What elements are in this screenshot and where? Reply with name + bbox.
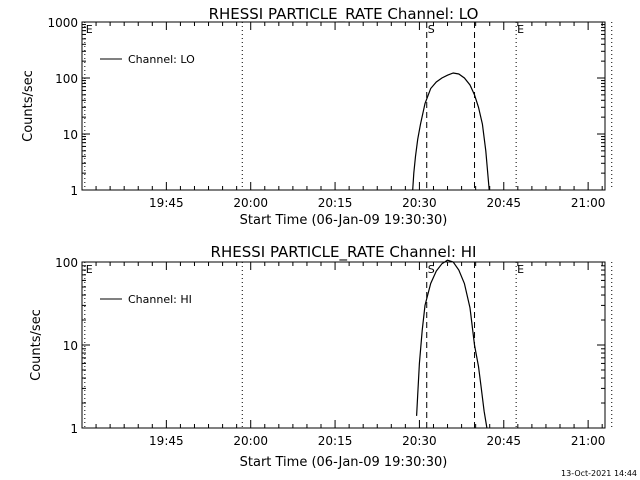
y-axis-label: Counts/sec [29, 309, 44, 381]
x-tick-label: 21:00 [571, 434, 606, 448]
y-tick-label: 1 [70, 422, 78, 436]
event-marker-label: S [428, 23, 435, 36]
legend-label: Channel: HI [128, 293, 192, 306]
y-tick-label: 10 [63, 128, 78, 142]
hi-channel-panel: RHESSI PARTICLE_RATE Channel: HI 1 10 100 19… [29, 243, 613, 470]
y-axis-label: Counts/sec [21, 70, 36, 142]
y-tick-label: 100 [55, 256, 78, 270]
event-marker-label: E [86, 23, 93, 36]
legend-label: Channel: LO [128, 53, 195, 66]
x-tick-label: 20:00 [233, 196, 268, 210]
x-tick-label: 20:30 [402, 196, 437, 210]
x-tick-label: 20:00 [233, 434, 268, 448]
event-marker-label: E [86, 263, 93, 276]
particle-rate-curve [416, 259, 488, 429]
y-tick-label: 1000 [47, 16, 78, 30]
plot-frame [81, 21, 606, 191]
lo-channel-panel: RHESSI PARTICLE_RATE Channel: LO 1 10 100 10… [21, 5, 613, 228]
y-tick-label: 10 [63, 339, 78, 353]
particle-rate-curve [412, 72, 490, 191]
chart-title: RHESSI PARTICLE_RATE Channel: LO [209, 5, 479, 24]
y-tick-label: 1 [70, 184, 78, 198]
chart-title: RHESSI PARTICLE_RATE Channel: HI [211, 243, 477, 262]
x-axis-label: Start Time (06-Jan-09 19:30:30) [240, 213, 448, 228]
x-tick-label: 20:30 [402, 434, 437, 448]
x-tick-label: 20:15 [318, 196, 353, 210]
plot-timestamp: 13-Oct-2021 14:44 [561, 469, 637, 478]
plot-frame [81, 261, 606, 429]
x-axis-label: Start Time (06-Jan-09 19:30:30) [240, 455, 448, 470]
event-marker-label: E [517, 263, 524, 276]
x-tick-label: 21:00 [571, 196, 606, 210]
x-tick-label: 19:45 [149, 196, 184, 210]
y-tick-label: 100 [55, 72, 78, 86]
event-marker-label: E [517, 23, 524, 36]
event-marker-label: S [428, 263, 435, 276]
x-tick-label: 20:15 [318, 434, 353, 448]
x-tick-label: 20:45 [486, 434, 521, 448]
x-tick-label: 20:45 [486, 196, 521, 210]
x-tick-label: 19:45 [149, 434, 184, 448]
